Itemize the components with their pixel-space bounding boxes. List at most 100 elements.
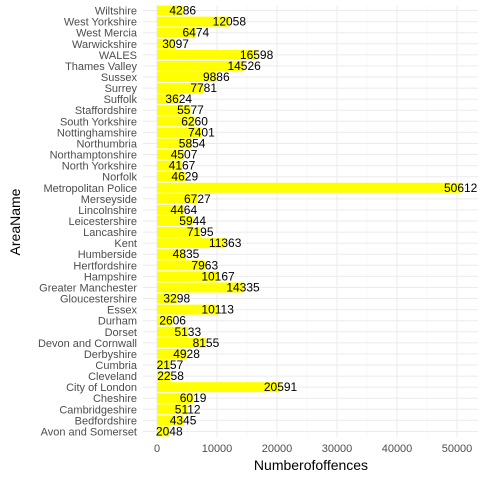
data-label: 5944 xyxy=(179,214,206,228)
bar xyxy=(157,216,193,226)
data-label: 2258 xyxy=(157,369,184,383)
bar xyxy=(157,326,188,337)
category-label: Avon and Somerset xyxy=(41,426,137,438)
data-label: 2157 xyxy=(157,358,184,372)
data-label: 6474 xyxy=(182,26,209,40)
category-label: Hertfordshire xyxy=(73,260,137,272)
bar xyxy=(157,193,198,204)
data-label: 11363 xyxy=(209,236,242,250)
x-tick-label: 20000 xyxy=(262,443,293,455)
data-label: 9886 xyxy=(203,70,230,84)
category-label: West Mercia xyxy=(76,28,138,40)
category-label: WALES xyxy=(99,50,137,62)
category-label: Staffordshire xyxy=(75,105,137,117)
data-label: 4345 xyxy=(170,413,197,427)
data-label: 4928 xyxy=(173,347,200,361)
bar xyxy=(157,16,230,27)
category-label: Dorset xyxy=(105,327,137,339)
data-label: 16598 xyxy=(240,48,274,62)
bar xyxy=(157,382,281,393)
bar xyxy=(157,149,185,160)
bar xyxy=(157,5,183,16)
bar xyxy=(157,293,177,304)
category-label: Merseyside xyxy=(81,194,137,206)
data-label: 12058 xyxy=(213,15,247,29)
bar xyxy=(157,227,201,238)
data-label: 5112 xyxy=(175,402,201,416)
data-label: 14335 xyxy=(226,280,260,294)
data-label: 7963 xyxy=(191,258,218,272)
category-label: Norfolk xyxy=(102,172,137,184)
data-label: 5577 xyxy=(177,103,204,117)
x-tick-label: 10000 xyxy=(202,443,233,455)
bar xyxy=(157,337,206,348)
data-label: 2606 xyxy=(159,314,186,328)
data-label: 7401 xyxy=(188,125,215,139)
data-label: 4629 xyxy=(171,170,198,184)
x-tick-label: 40000 xyxy=(382,443,413,455)
category-label: Greater Manchester xyxy=(39,282,137,294)
bar xyxy=(157,360,170,370)
bar xyxy=(157,182,461,193)
data-label: 3298 xyxy=(163,292,190,306)
category-label: Gloucestershire xyxy=(60,294,137,306)
data-label: 8155 xyxy=(193,336,220,350)
category-label: North Yorkshire xyxy=(62,161,137,173)
category-label: West Yorkshire xyxy=(64,17,137,29)
bars xyxy=(157,5,461,437)
data-label: 50612 xyxy=(444,181,478,195)
bar xyxy=(157,348,187,359)
data-label: 4835 xyxy=(173,247,200,261)
data-label: 6019 xyxy=(180,391,207,405)
category-label: Metropolitan Police xyxy=(43,183,137,195)
bar xyxy=(157,38,176,49)
category-label: Durham xyxy=(98,316,137,328)
x-tick-label: 30000 xyxy=(322,443,353,455)
category-label: Sussex xyxy=(101,72,138,84)
bar xyxy=(157,72,217,82)
category-label: Cheshire xyxy=(93,393,137,405)
category-label: Suffolk xyxy=(104,94,138,106)
bar xyxy=(157,282,244,293)
category-label: South Yorkshire xyxy=(60,116,137,128)
category-label: Hampshire xyxy=(84,271,137,283)
bar xyxy=(157,393,194,404)
category-label: Wiltshire xyxy=(95,6,137,18)
category-label: Cambridgeshire xyxy=(59,404,137,416)
category-label: Thames Valley xyxy=(65,61,137,73)
data-labels: 4286120586474309716598145269886778136245… xyxy=(156,4,478,439)
data-label: 14526 xyxy=(227,59,261,73)
bar xyxy=(157,127,202,138)
category-label: Essex xyxy=(107,305,137,317)
category-label: Devon and Cornwall xyxy=(38,338,137,350)
data-label: 3624 xyxy=(165,92,192,106)
category-label: Warwickshire xyxy=(72,39,137,51)
category-label: Bedfordshire xyxy=(75,415,137,427)
bar xyxy=(157,60,245,71)
data-label: 2048 xyxy=(156,424,183,438)
data-label: 7195 xyxy=(187,225,214,239)
data-label: 10167 xyxy=(201,269,235,283)
bar xyxy=(157,160,183,171)
category-label: Humberside xyxy=(78,249,137,261)
category-label: Derbyshire xyxy=(84,349,137,361)
category-label: Nottinghamshire xyxy=(57,127,137,139)
data-label: 7781 xyxy=(190,81,217,95)
data-label: 5133 xyxy=(174,325,201,339)
bar xyxy=(157,260,205,271)
bar xyxy=(157,238,226,249)
bar xyxy=(157,49,257,60)
category-label: Lincolnshire xyxy=(78,205,137,217)
data-label: 6260 xyxy=(181,114,208,128)
data-label: 10113 xyxy=(201,303,234,317)
bar xyxy=(157,116,195,127)
data-label: 6727 xyxy=(184,192,211,206)
bar xyxy=(157,271,219,282)
category-label: Leicestershire xyxy=(69,216,137,228)
category-label: Lancashire xyxy=(83,227,137,239)
bar xyxy=(157,83,204,94)
category-label: Cleveland xyxy=(88,371,137,383)
bar xyxy=(157,415,184,426)
